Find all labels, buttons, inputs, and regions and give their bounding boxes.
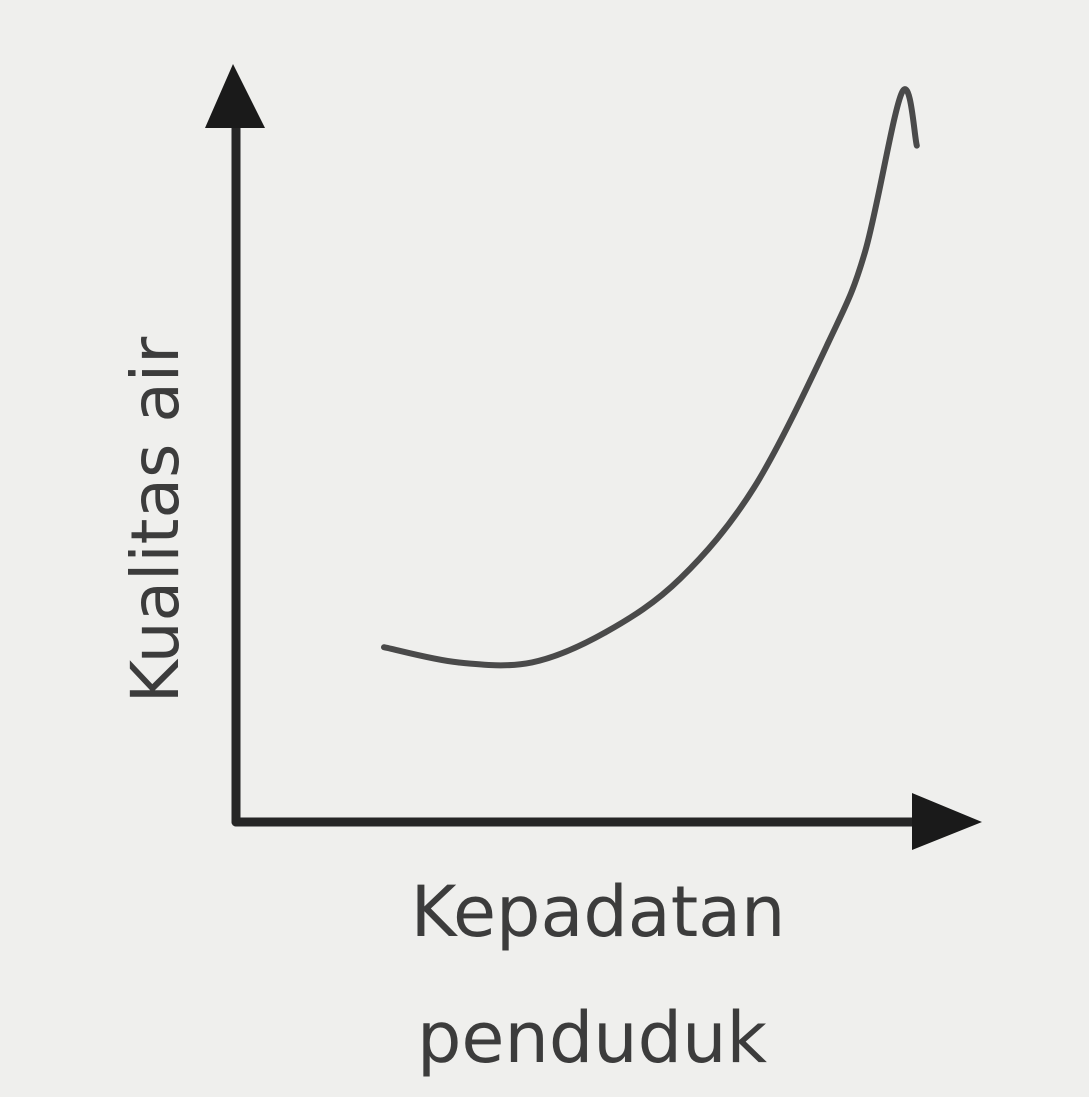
x-axis-label-line-2: penduduk — [417, 997, 767, 1079]
series-line — [381, 86, 920, 669]
plot-area — [205, 64, 982, 850]
y-axis-label: Kualitas air — [117, 336, 194, 703]
y-axis-arrowhead — [205, 64, 265, 128]
x-axis-label-line-1: Kepadatan — [411, 871, 786, 953]
x-axis-arrowhead — [912, 793, 982, 850]
